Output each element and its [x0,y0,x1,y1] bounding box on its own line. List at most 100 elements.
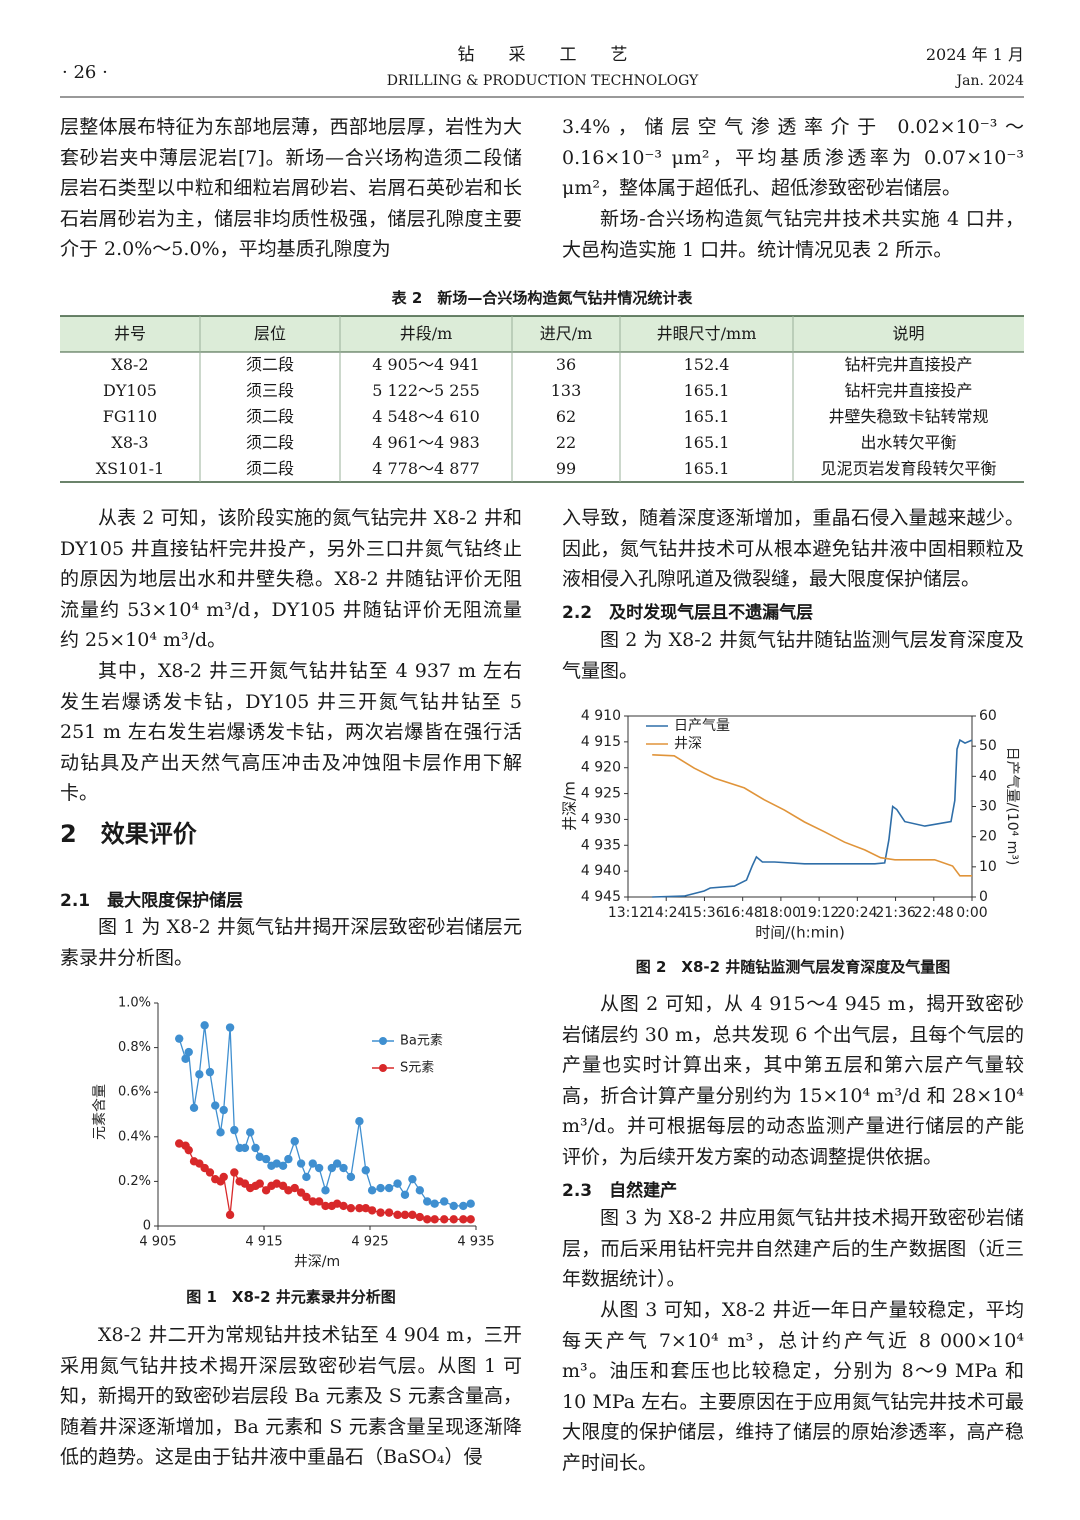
data-point [430,1215,439,1224]
table-header-cell: 井眼尺寸/mm [656,324,757,343]
journal-title: 钻 采 工 艺 [457,45,628,65]
table-cell: 36 [555,355,577,374]
x-tick-label: 16:48 [722,905,762,921]
series-line [652,754,972,877]
data-point [321,1201,330,1211]
paragraph: 图 2 为 X8-2 井氮气钻井随钻监测气层发育深度及气量图。 [562,629,1024,682]
paragraph: 图 3 为 X8-2 井应用氮气钻井技术揭开致密砂岩储层，而后采用钻杆完井自然建… [562,1207,1024,1290]
table-cell: 须三段 [245,381,294,400]
y-tick-label: 4 910 [581,708,621,724]
table-cell: 4 778～4 877 [372,459,480,478]
data-point [440,1197,449,1206]
data-point [440,1215,449,1224]
data-point [251,1143,260,1153]
table-cell: DY105 [103,381,157,400]
table-cell: 见泥页岩发育段转欠平衡 [820,459,997,478]
data-point [255,1179,264,1188]
data-point [466,1215,475,1224]
y-tick-label: 0.4% [118,1129,151,1144]
y2-tick-label: 50 [979,738,997,754]
table-cell: 22 [555,433,577,452]
issue-date: 2024 年 1 月 [925,45,1024,64]
data-point [246,1128,255,1137]
data-point [272,1159,281,1168]
data-point [205,1067,215,1077]
data-point [384,1183,394,1193]
x-tick-label: 19:12 [799,905,839,921]
x-tick-label: 14:24 [646,905,686,921]
table-cell: 4 548～4 610 [372,407,480,426]
x-tick-label: 15:36 [684,905,724,921]
paragraph: 新场-合兴场构造氮气钻完井技术共实施 4 口井，大邑构造实施 1 口井。统计情况… [562,208,1024,261]
data-point [175,1034,184,1043]
data-point [219,1172,228,1182]
data-point [230,1125,239,1135]
table-cell: 165.1 [683,381,730,400]
data-point [393,1179,402,1188]
data-point [225,1023,235,1032]
data-point [384,1208,394,1217]
data-point [184,1047,193,1057]
y-tick-label: 0.6% [118,1085,151,1100]
x-tick-label: 0:00 [956,905,987,921]
y-tick-label: 4 920 [581,760,621,776]
paragraph: 从表 2 可知，该阶段实施的氮气钻完井 X8-2 井和 DY105 井直接钻杆完… [60,507,522,651]
table-caption: 表 2 新场—合兴场构造氮气钻井情况统计表 [391,289,693,307]
data-point [361,1203,370,1213]
table-cell: 5 122～5 255 [372,381,480,400]
table-cell: FG110 [102,407,158,426]
table-header-cell: 说明 [892,324,925,343]
data-point [216,1128,225,1137]
data-point [321,1186,330,1195]
x-tick-label: 4 925 [351,1235,388,1250]
data-point [195,1070,204,1079]
data-point [430,1199,439,1208]
data-point [284,1186,293,1195]
data-point [346,1203,356,1213]
legend-label: 井深 [674,736,702,752]
issue-date-en: Jan. 2024 [956,73,1024,89]
y-tick-label: 4 935 [581,837,621,853]
figure-caption: 图 2 X8-2 井随钻监测气层发育深度及气量图 [635,958,951,976]
paragraph: 其中，X8-2 井三开氮气钻井钻至 4 937 m 左右发生岩爆诱发卡钻，DY1… [60,660,522,804]
data-point [459,1215,468,1224]
table-header-cell: 进尺/m [539,324,593,343]
x-axis-label: 井深/m [294,1254,340,1270]
y-axis-label: 元素含量 [92,1084,108,1140]
data-point [415,1186,425,1195]
table-cell: 152.4 [683,355,730,374]
x-axis-label: 时间/(h:min) [755,924,845,942]
legend-marker [379,1064,387,1072]
table-cell: 须二段 [245,355,294,374]
data-point [314,1197,324,1206]
data-point [423,1215,432,1224]
data-point [332,1199,342,1208]
table-header-cell: 层位 [253,324,286,343]
data-point [261,1154,271,1164]
data-point [408,1210,417,1220]
data-point [367,1186,377,1195]
figure-caption: 图 1 X8-2 井元素录井分析图 [186,1288,396,1306]
y-tick-label: 4 940 [581,863,621,879]
data-point [400,1210,410,1220]
data-point [408,1174,417,1184]
section-heading: 2 效果评价 [60,820,197,848]
y-tick-label: 0.8% [118,1040,151,1055]
legend-label: Ba元素 [400,1034,443,1049]
table-cell: 165.1 [683,433,730,452]
data-point [175,1139,184,1148]
x-tick-label: 4 905 [139,1235,176,1250]
page-number: · 26 · [62,62,108,83]
y2-tick-label: 60 [979,708,997,724]
y2-tick-label: 40 [979,768,997,784]
y-tick-label: 4 945 [581,889,621,905]
y-tick-label: 4 930 [581,811,621,827]
data-point [278,1161,288,1170]
data-point [449,1201,458,1211]
data-point [400,1190,410,1199]
y2-tick-label: 20 [979,829,997,845]
y-tick-label: 4 915 [581,734,621,750]
table-cell: 须二段 [245,459,294,478]
table-cell: X8-2 [111,355,149,374]
table-cell: 62 [555,407,577,426]
